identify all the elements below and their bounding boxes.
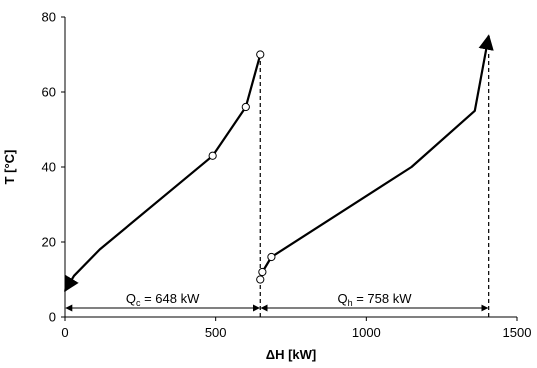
data-point-marker xyxy=(258,267,267,277)
y-tick-label: 80 xyxy=(42,10,56,25)
x-tick-label: 500 xyxy=(205,325,227,340)
data-point-marker xyxy=(241,102,250,112)
qc-label: Qc = 648 kW xyxy=(126,291,200,308)
data-point-marker xyxy=(256,50,265,59)
y-tick-label: 20 xyxy=(42,235,56,250)
data-point-marker xyxy=(208,151,217,160)
series-group xyxy=(64,34,494,293)
data-point-marker xyxy=(267,252,276,262)
x-axis-title: ΔH [kW] xyxy=(266,347,317,362)
y-tick-label: 60 xyxy=(42,85,56,100)
x-tick-label: 1000 xyxy=(352,325,381,340)
data-point-marker xyxy=(256,275,265,284)
y-tick-label: 0 xyxy=(49,310,56,325)
qh-label: Qh = 758 kW xyxy=(337,291,412,308)
axes: 0 500 1000 1500 0 20 40 60 80 xyxy=(42,10,532,341)
vertical-dashed-lines xyxy=(259,54,490,317)
x-tick-label: 1500 xyxy=(503,325,532,340)
cold-composite-curve xyxy=(64,54,262,293)
annotations: Qc = 648 kW Qh = 758 kW xyxy=(65,291,489,312)
hot-composite-curve xyxy=(259,34,494,280)
y-tick-label: 40 xyxy=(42,160,56,175)
x-tick-label: 0 xyxy=(61,325,68,340)
y-axis-title: T [°C] xyxy=(2,150,17,185)
